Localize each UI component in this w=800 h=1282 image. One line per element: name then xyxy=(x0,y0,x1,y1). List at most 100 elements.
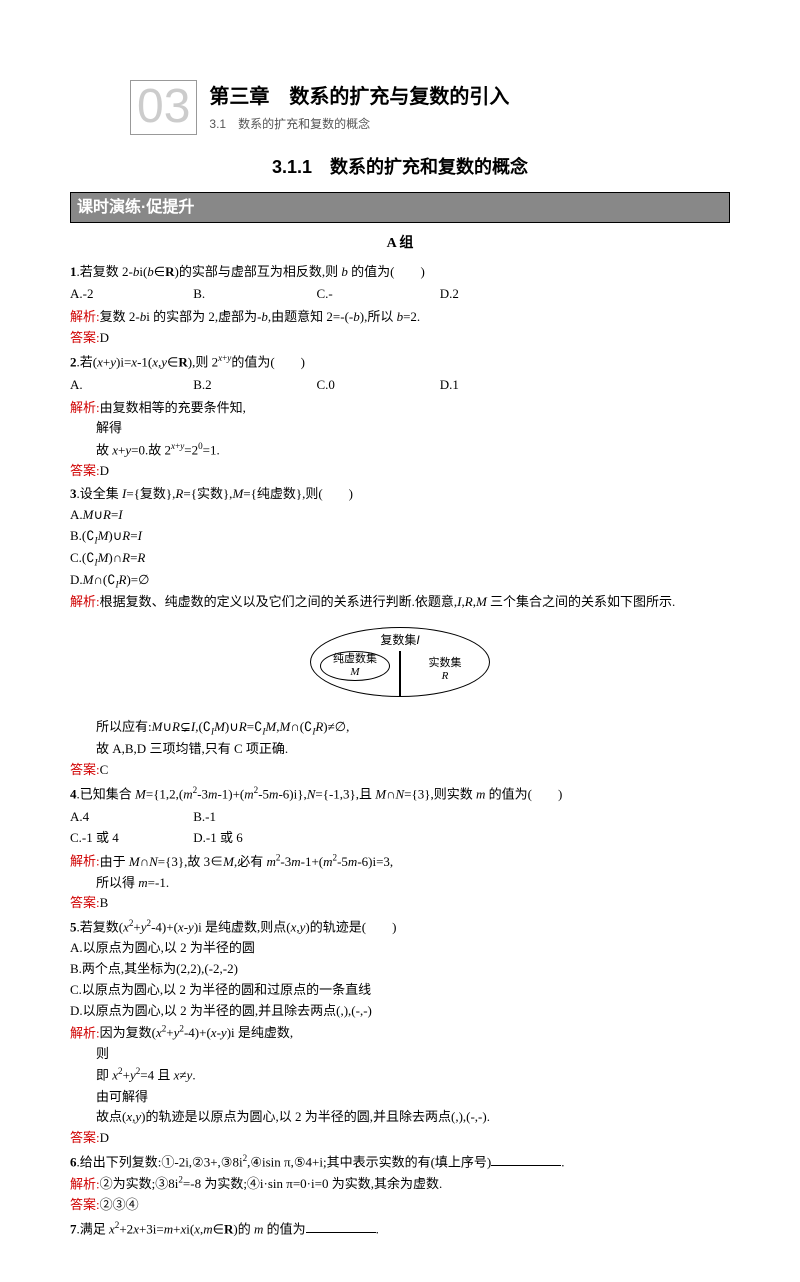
chapter-header: 03 第三章 数系的扩充与复数的引入 3.1 数系的扩充和复数的概念 xyxy=(130,80,730,135)
question-7: 7.满足 x2+2x+3i=m+xi(x,m∈R)的 m 的值为. xyxy=(70,1218,730,1240)
q4-a1: 由于 M∩N={3},故 3∈M,必有 m2-3m-1+(m2-5m-6)i=3… xyxy=(100,854,394,869)
q5-opt-a: A.以原点为圆心,以 2 为半径的圆 xyxy=(70,938,730,959)
q3-a3: 故 A,B,D 三项均错,只有 C 项正确. xyxy=(96,739,730,760)
q5-a3: 即 x2+y2=4 且 x≠y. xyxy=(96,1064,730,1086)
q5-opt-c: C.以原点为圆心,以 2 为半径的圆和过原点的一条直线 xyxy=(70,980,730,1001)
venn-right-2: R xyxy=(442,670,449,682)
lesson-banner-text: 课时演练·促提升 xyxy=(77,199,194,216)
q4-analysis: 解析:由于 M∩N={3},故 3∈M,必有 m2-3m-1+(m2-5m-6)… xyxy=(70,850,730,872)
q2-opt-a: A. xyxy=(70,375,190,396)
q5-a5: 故点(x,y)的轨迹是以原点为圆心,以 2 为半径的圆,并且除去两点(,),(-… xyxy=(96,1107,730,1128)
q5-analysis: 解析:因为复数(x2+y2-4)+(x-y)i 是纯虚数, xyxy=(70,1022,730,1044)
chapter-title-sub: 3.1 数系的扩充和复数的概念 xyxy=(209,115,509,134)
q2-a1: 由复数相等的充要条件知, xyxy=(100,400,246,415)
q5-a2: 则 xyxy=(96,1044,730,1065)
q5-answer-text: D xyxy=(100,1130,109,1145)
section-title: 3.1.1 数系的扩充和复数的概念 xyxy=(70,153,730,182)
q6-stem: 6.给出下列复数:①-2i,②3+,③8i2,④isin π,⑤4+i;其中表示… xyxy=(70,1151,730,1173)
q4-opt-a: A.4 xyxy=(70,807,190,828)
question-5: 5.若复数(x2+y2-4)+(x-y)i 是纯虚数,则点(x,y)的轨迹是( … xyxy=(70,916,730,1149)
q3-stem: 3.设全集 I={复数},R={实数},M={纯虚数},则( ) xyxy=(70,484,730,505)
q6-analysis: 解析:②为实数;③8i2=-8 为实数;④i·sin π=0·i=0 为实数,其… xyxy=(70,1173,730,1195)
q1-answer-text: D xyxy=(100,330,109,345)
q1-opt-a: A.-2 xyxy=(70,284,190,305)
q1-options: A.-2 B. C.- D.2 xyxy=(70,284,730,305)
q7-blank xyxy=(306,1220,376,1233)
q2-opt-c: C.0 xyxy=(317,375,437,396)
q3-opt-d: D.M∩(∁IR)=∅ xyxy=(70,570,730,592)
q4-opt-d: D.-1 或 6 xyxy=(193,828,313,849)
venn-left-2: M xyxy=(350,666,359,678)
q1-opt-b: B. xyxy=(193,284,313,305)
venn-right-1: 实数集 xyxy=(429,657,462,669)
q4-a2: 所以得 m=-1. xyxy=(96,873,730,894)
chapter-number: 03 xyxy=(130,80,197,135)
q2-analysis: 解析:由复数相等的充要条件知, xyxy=(70,398,730,419)
group-label: A 组 xyxy=(70,233,730,255)
question-6: 6.给出下列复数:①-2i,②3+,③8i2,④isin π,⑤4+i;其中表示… xyxy=(70,1151,730,1216)
question-4: 4.已知集合 M={1,2,(m2-3m-1)+(m2-5m-6)i},N={-… xyxy=(70,783,730,914)
q5-opt-d: D.以原点为圆心,以 2 为半径的圆,并且除去两点(,),(-,-) xyxy=(70,1001,730,1022)
q7-stem: 7.满足 x2+2x+3i=m+xi(x,m∈R)的 m 的值为. xyxy=(70,1218,730,1240)
q5-a4: 由可解得 xyxy=(96,1087,730,1108)
q2-options: A. B.2 C.0 D.1 xyxy=(70,375,730,396)
q5-answer: 答案:D xyxy=(70,1128,730,1149)
q1-opt-c: C.- xyxy=(317,284,437,305)
venn-top-label: 复数集I xyxy=(300,631,500,650)
analysis-label: 解析: xyxy=(70,1025,100,1040)
answer-label: 答案: xyxy=(70,1130,100,1145)
answer-label: 答案: xyxy=(70,762,100,777)
q4-stem: 4.已知集合 M={1,2,(m2-3m-1)+(m2-5m-6)i},N={-… xyxy=(70,783,730,805)
q3-analysis: 解析:根据复数、纯虚数的定义以及它们之间的关系进行判断.依题意,I,R,M 三个… xyxy=(70,592,730,613)
q1-stem: 1.若复数 2-bi(b∈R)的实部与虚部互为相反数,则 b 的值为( ) xyxy=(70,262,730,283)
analysis-label: 解析: xyxy=(70,594,100,609)
q3-answer-text: C xyxy=(100,762,109,777)
q1-opt-d: D.2 xyxy=(440,284,560,305)
q2-a2: 解得 xyxy=(96,418,730,439)
q2-opt-b: B.2 xyxy=(193,375,313,396)
q3-opt-c: C.(∁IM)∩R=R xyxy=(70,548,730,570)
q4-answer: 答案:B xyxy=(70,893,730,914)
q1-answer: 答案:D xyxy=(70,328,730,349)
q4-opt-c: C.-1 或 4 xyxy=(70,828,190,849)
q5-a1: 因为复数(x2+y2-4)+(x-y)i 是纯虚数, xyxy=(100,1025,294,1040)
q2-opt-d: D.1 xyxy=(440,375,560,396)
q1-analysis: 解析:复数 2-bi 的实部为 2,虚部为-b,由题意知 2=-(-b),所以 … xyxy=(70,307,730,328)
venn-wrapper: 复数集I 纯虚数集 M 实数集 R xyxy=(300,621,500,709)
answer-label: 答案: xyxy=(70,330,100,345)
q4-answer-text: B xyxy=(100,895,109,910)
q2-answer: 答案:D xyxy=(70,461,730,482)
analysis-label: 解析: xyxy=(70,1176,100,1191)
answer-label: 答案: xyxy=(70,1197,100,1212)
venn-divider xyxy=(399,651,401,697)
q3-venn-diagram: 复数集I 纯虚数集 M 实数集 R xyxy=(70,621,730,709)
venn-right-label: 实数集 R xyxy=(416,657,474,683)
q6-blank xyxy=(491,1153,561,1166)
q6-a1: ②为实数;③8i2=-8 为实数;④i·sin π=0·i=0 为实数,其余为虚… xyxy=(100,1176,443,1191)
question-2: 2.若(x+y)i=x-1(x,y∈R),则 2x+y的值为( ) A. B.2… xyxy=(70,351,730,482)
analysis-label: 解析: xyxy=(70,309,100,324)
q2-a3: 故 x+y=0.故 2x+y=20=1. xyxy=(96,439,730,461)
q5-opt-b: B.两个点,其坐标为(2,2),(-2,-2) xyxy=(70,959,730,980)
question-1: 1.若复数 2-bi(b∈R)的实部与虚部互为相反数,则 b 的值为( ) A.… xyxy=(70,262,730,349)
question-3: 3.设全集 I={复数},R={实数},M={纯虚数},则( ) A.M∪R=I… xyxy=(70,484,730,781)
q3-answer: 答案:C xyxy=(70,760,730,781)
q6-answer: 答案:②③④ xyxy=(70,1195,730,1216)
answer-label: 答案: xyxy=(70,463,100,478)
answer-label: 答案: xyxy=(70,895,100,910)
q4-opt-b: B.-1 xyxy=(193,807,313,828)
venn-left-1: 纯虚数集 xyxy=(333,653,377,665)
q3-opt-b: B.(∁IM)∪R=I xyxy=(70,526,730,548)
analysis-label: 解析: xyxy=(70,400,100,415)
q2-answer-text: D xyxy=(100,463,109,478)
q5-stem: 5.若复数(x2+y2-4)+(x-y)i 是纯虚数,则点(x,y)的轨迹是( … xyxy=(70,916,730,938)
lesson-banner: 课时演练·促提升 xyxy=(70,192,730,224)
chapter-title-block: 第三章 数系的扩充与复数的引入 3.1 数系的扩充和复数的概念 xyxy=(209,81,509,134)
q3-a2: 所以应有:M∪R⊊I,(∁IM)∪R=∁IM,M∩(∁IR)≠∅, xyxy=(96,717,730,739)
q3-opt-a: A.M∪R=I xyxy=(70,505,730,526)
q2-stem: 2.若(x+y)i=x-1(x,y∈R),则 2x+y的值为( ) xyxy=(70,351,730,373)
q3-a1: 根据复数、纯虚数的定义以及它们之间的关系进行判断.依题意,I,R,M 三个集合之… xyxy=(100,594,676,609)
analysis-label: 解析: xyxy=(70,854,100,869)
q1-analysis-text: 复数 2-bi 的实部为 2,虚部为-b,由题意知 2=-(-b),所以 b=2… xyxy=(100,309,421,324)
chapter-title-main: 第三章 数系的扩充与复数的引入 xyxy=(209,81,509,113)
